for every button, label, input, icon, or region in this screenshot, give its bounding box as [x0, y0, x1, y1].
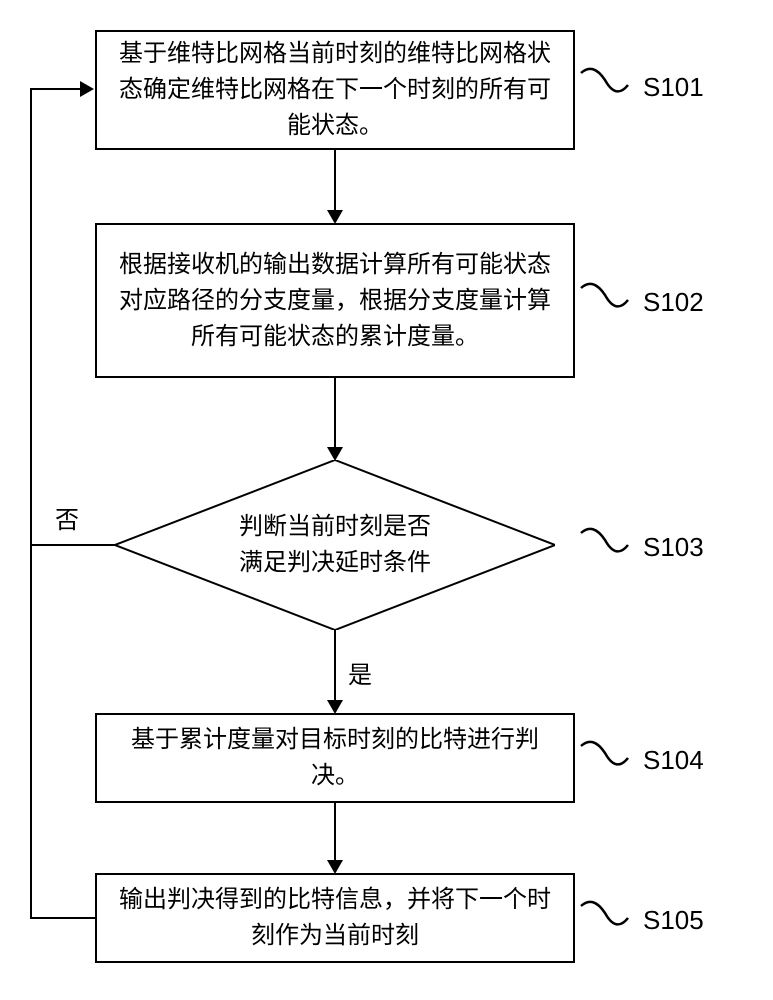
- edge-label-yes: 是: [348, 655, 372, 690]
- node-s104-text: 基于累计度量对目标时刻的比特进行判决。: [117, 722, 553, 794]
- node-s102-text: 根据接收机的输出数据计算所有可能状态对应路径的分支度量，根据分支度量计算所有可能…: [117, 247, 553, 355]
- node-s103: 判断当前时刻是否满足判决延时条件: [115, 460, 555, 630]
- loop-v: [30, 88, 32, 546]
- loop-arrowhead: [80, 81, 94, 97]
- node-s104: 基于累计度量对目标时刻的比特进行判决。: [95, 713, 575, 803]
- label-s102: S102: [643, 287, 704, 318]
- edge-label-no: 否: [55, 500, 79, 535]
- loop2-v: [30, 544, 32, 919]
- label-s104: S104: [643, 745, 704, 776]
- node-s103-text: 判断当前时刻是否满足判决延时条件: [195, 509, 475, 581]
- node-s105: 输出判决得到的比特信息，并将下一个时刻作为当前时刻: [95, 873, 575, 963]
- arrow-s103-s104: [334, 630, 336, 703]
- label-s105: S105: [643, 905, 704, 936]
- arrowhead-s101-s102: [327, 210, 343, 224]
- arrowhead-s102-s103: [327, 447, 343, 461]
- node-s101: 基于维特比网格当前时刻的维特比网格状态确定维特比网格在下一个时刻的所有可能状态。: [95, 30, 575, 150]
- squiggle-s105: [578, 898, 633, 938]
- label-s101: S101: [643, 72, 704, 103]
- loop2-h: [30, 917, 95, 919]
- node-s101-text: 基于维特比网格当前时刻的维特比网格状态确定维特比网格在下一个时刻的所有可能状态。: [117, 36, 553, 144]
- node-s102: 根据接收机的输出数据计算所有可能状态对应路径的分支度量，根据分支度量计算所有可能…: [95, 223, 575, 378]
- arrow-s101-s102: [334, 150, 336, 213]
- label-s103: S103: [643, 532, 704, 563]
- arrowhead-s103-s104: [327, 700, 343, 714]
- arrowhead-s104-s105: [327, 860, 343, 874]
- loop-h2: [30, 88, 83, 90]
- loop-h1: [30, 544, 115, 546]
- node-s105-text: 输出判决得到的比特信息，并将下一个时刻作为当前时刻: [117, 882, 553, 954]
- squiggle-s102: [578, 280, 633, 320]
- arrow-s102-s103: [334, 378, 336, 450]
- squiggle-s104: [578, 738, 633, 778]
- squiggle-s103: [578, 525, 633, 565]
- arrow-s104-s105: [334, 803, 336, 863]
- squiggle-s101: [578, 65, 633, 105]
